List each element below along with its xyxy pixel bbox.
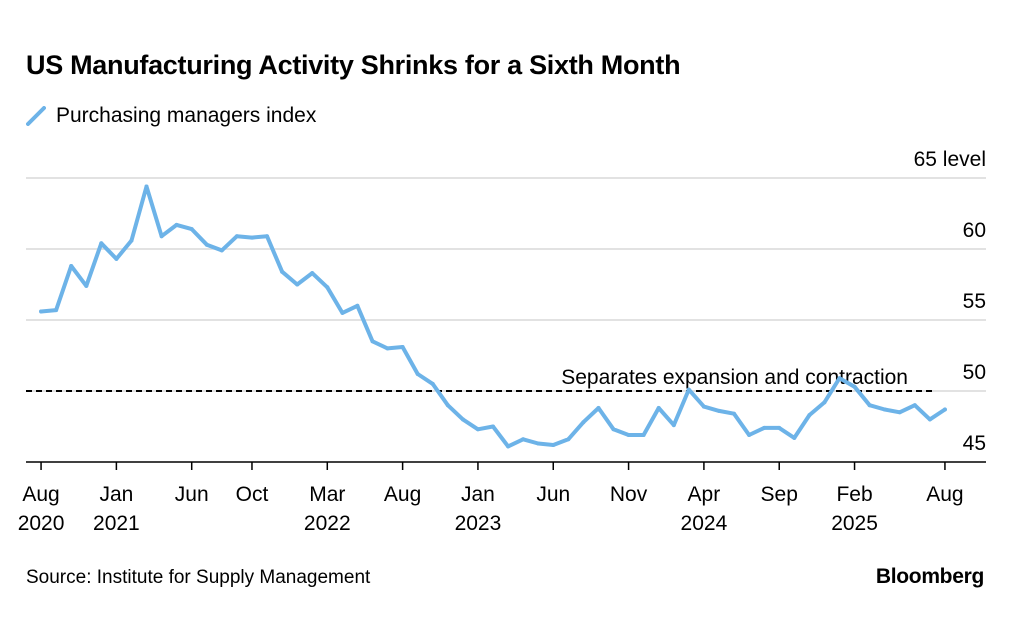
data-point bbox=[460, 417, 465, 422]
x-tick-label-11: Feb bbox=[836, 483, 872, 506]
data-point bbox=[566, 437, 571, 442]
data-point bbox=[732, 411, 736, 416]
data-point bbox=[701, 404, 706, 409]
x-tick-label-4: Mar bbox=[309, 483, 345, 506]
data-point bbox=[234, 234, 239, 239]
data-point bbox=[807, 413, 812, 418]
data-point bbox=[415, 372, 420, 376]
chart-title: US Manufacturing Activity Shrinks for a … bbox=[26, 50, 681, 80]
data-point bbox=[491, 424, 495, 429]
data-point bbox=[99, 241, 104, 246]
data-point bbox=[204, 242, 209, 247]
data-point bbox=[656, 406, 661, 410]
data-point bbox=[867, 403, 872, 408]
x-tick-label-9: Apr bbox=[688, 483, 721, 506]
data-point bbox=[400, 345, 405, 349]
data-point bbox=[310, 271, 315, 276]
x-tick-year-9: 2024 bbox=[681, 512, 728, 535]
data-point bbox=[69, 264, 74, 268]
data-point bbox=[581, 420, 586, 425]
data-point bbox=[912, 403, 917, 408]
data-point bbox=[596, 406, 601, 410]
data-point bbox=[325, 285, 330, 290]
legend-swatch-icon bbox=[26, 106, 46, 126]
data-point bbox=[506, 444, 511, 449]
x-tick-year-11: 2025 bbox=[831, 512, 878, 535]
data-point bbox=[219, 248, 224, 253]
data-point bbox=[295, 282, 300, 287]
y-tick-label-65: 65 level bbox=[914, 148, 986, 171]
data-point bbox=[174, 222, 179, 227]
data-point bbox=[189, 227, 194, 232]
series-points-0 bbox=[39, 184, 947, 449]
brand-logo: Bloomberg bbox=[875, 565, 984, 588]
x-tick-label-5: Aug bbox=[384, 483, 421, 506]
data-point bbox=[265, 234, 269, 239]
data-point bbox=[280, 269, 285, 274]
data-point bbox=[927, 417, 932, 422]
data-point bbox=[837, 376, 842, 381]
data-point bbox=[822, 400, 827, 405]
x-tick-label-12: Aug bbox=[926, 483, 963, 506]
data-point bbox=[792, 435, 797, 440]
legend: Purchasing managers index bbox=[26, 104, 316, 128]
x-tick-label-6: Jan bbox=[461, 483, 495, 506]
x-tick-label-3: Oct bbox=[236, 483, 269, 506]
data-point bbox=[897, 410, 902, 415]
y-tick-label-45: 45 bbox=[963, 432, 986, 455]
data-point bbox=[370, 339, 375, 344]
data-point bbox=[54, 308, 59, 313]
data-point bbox=[536, 441, 541, 446]
source-note: Source: Institute for Supply Management bbox=[26, 567, 371, 588]
data-point bbox=[355, 303, 360, 308]
x-tick-year-0: 2020 bbox=[18, 512, 65, 535]
x-tick-label-1: Jan bbox=[99, 483, 133, 506]
data-point bbox=[882, 407, 887, 412]
x-tick-year-6: 2023 bbox=[455, 512, 502, 535]
data-point bbox=[942, 407, 947, 412]
y-tick-label-50: 50 bbox=[963, 361, 986, 384]
data-point bbox=[250, 235, 254, 240]
x-tick-label-10: Sep bbox=[761, 483, 798, 506]
data-point bbox=[686, 387, 691, 392]
data-point bbox=[114, 256, 119, 261]
data-point bbox=[445, 403, 450, 408]
x-tick-label-8: Nov bbox=[610, 483, 648, 506]
data-point bbox=[521, 437, 526, 442]
data-point bbox=[340, 310, 345, 315]
reference-line-label: Separates expansion and contraction bbox=[561, 366, 908, 389]
data-point bbox=[641, 433, 646, 437]
data-point bbox=[430, 381, 435, 386]
data-point bbox=[747, 433, 752, 437]
legend-label: Purchasing managers index bbox=[56, 104, 317, 127]
y-tick-label-55: 55 bbox=[963, 290, 986, 313]
data-point bbox=[551, 443, 556, 447]
x-tick-label-7: Jun bbox=[536, 483, 570, 506]
data-point bbox=[611, 427, 616, 432]
x-tick-year-4: 2022 bbox=[304, 512, 351, 535]
data-point bbox=[144, 184, 149, 189]
data-point bbox=[84, 283, 89, 288]
data-point bbox=[762, 425, 767, 430]
data-point bbox=[475, 427, 480, 432]
data-point bbox=[39, 309, 44, 314]
x-tick-label-2: Jun bbox=[175, 483, 209, 506]
data-point bbox=[717, 408, 721, 413]
data-point bbox=[852, 384, 857, 389]
data-point bbox=[129, 238, 134, 243]
data-point bbox=[385, 346, 390, 351]
x-tick-label-0: Aug bbox=[22, 483, 59, 506]
data-point bbox=[671, 423, 676, 428]
data-point bbox=[626, 433, 631, 437]
x-tick-year-1: 2021 bbox=[93, 512, 140, 535]
y-tick-label-60: 60 bbox=[963, 219, 986, 242]
data-point bbox=[777, 425, 782, 430]
data-point bbox=[159, 234, 164, 239]
